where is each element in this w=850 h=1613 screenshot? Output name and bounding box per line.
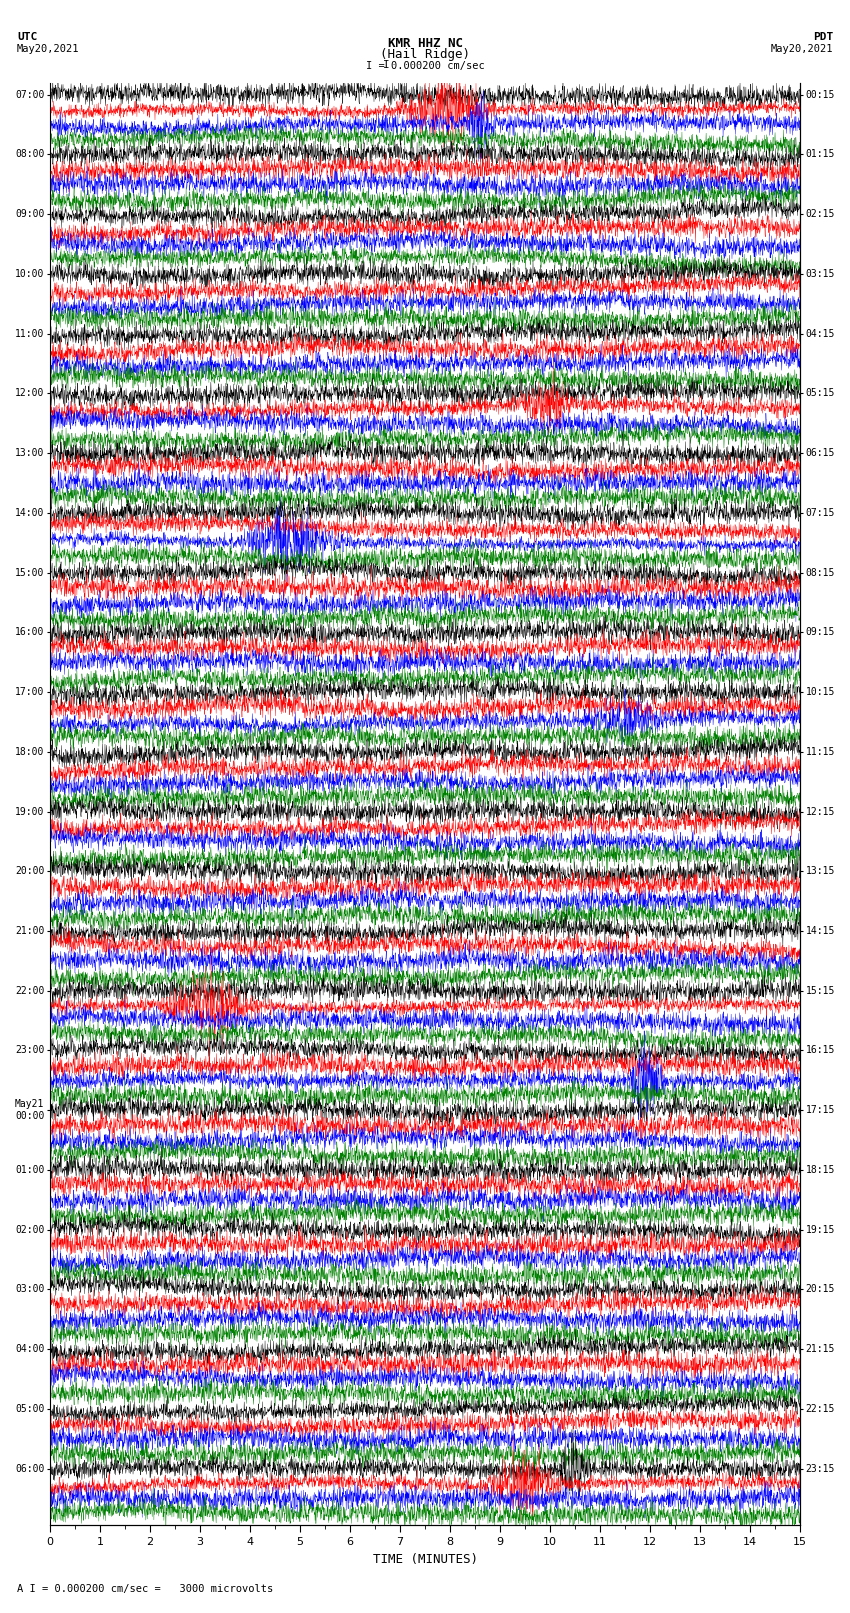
- Text: A I = 0.000200 cm/sec =   3000 microvolts: A I = 0.000200 cm/sec = 3000 microvolts: [17, 1584, 273, 1594]
- Text: UTC: UTC: [17, 32, 37, 42]
- Text: May20,2021: May20,2021: [770, 44, 833, 53]
- Text: I: I: [383, 60, 390, 69]
- Text: I = 0.000200 cm/sec: I = 0.000200 cm/sec: [366, 61, 484, 71]
- Text: KMR HHZ NC: KMR HHZ NC: [388, 37, 462, 50]
- Text: PDT: PDT: [813, 32, 833, 42]
- Text: May20,2021: May20,2021: [17, 44, 80, 53]
- Text: (Hail Ridge): (Hail Ridge): [380, 48, 470, 61]
- X-axis label: TIME (MINUTES): TIME (MINUTES): [372, 1553, 478, 1566]
